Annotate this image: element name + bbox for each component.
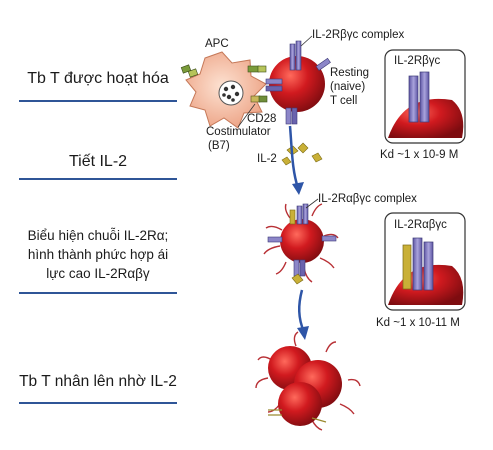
flow-arrow-2	[298, 289, 306, 333]
b7-label: (B7)	[208, 140, 230, 152]
costimulator-label: Costimulator	[206, 126, 271, 138]
step-text: Tiết IL-2	[68, 153, 128, 170]
inset-il2r-abg	[384, 212, 466, 311]
inset-il2r-bg	[384, 49, 466, 144]
il2r-bg-complex-label: IL-2Rβγc complex	[312, 29, 405, 41]
step-activated-t-cell: Tb T được hoạt hóa	[19, 64, 177, 102]
naive-label: (naive)	[330, 81, 365, 93]
inset2-kd: Kd ~1 x 10-11 M	[376, 317, 460, 329]
proliferating-t-cells	[255, 331, 361, 431]
apc-label: APC	[205, 38, 229, 50]
step-underline	[19, 178, 177, 180]
step-express-il2ra: Biểu hiện chuỗi IL-2Rα; hình thành phức …	[19, 226, 177, 294]
step-proliferation: Tb T nhân lên nhờ IL-2	[19, 368, 177, 404]
il2-molecules	[281, 142, 323, 166]
cd28-label: CD28	[247, 113, 276, 125]
complex2-pointer-line	[305, 198, 319, 209]
apc-cell	[180, 51, 268, 129]
inset1-title: IL-2Rβγc	[394, 55, 440, 67]
step-text: Tb T nhân lên nhờ IL-2	[19, 373, 177, 390]
resting-t-cell	[265, 40, 331, 125]
flow-arrow-2-head	[297, 326, 309, 340]
b7-pointer-line	[237, 103, 256, 128]
inset2-title: IL-2Rαβγc	[394, 219, 447, 231]
il2-label: IL-2	[257, 153, 277, 165]
il2r-abg-complex-label: IL-2Rαβγc complex	[318, 193, 417, 205]
flow-arrow-1	[288, 125, 300, 189]
complex-pointer-line	[300, 35, 313, 47]
step-underline	[19, 402, 177, 404]
activated-t-cell	[263, 203, 339, 285]
step-underline	[19, 292, 177, 294]
flow-arrow-1-head	[292, 182, 304, 195]
step-secrete-il2: Tiết IL-2	[19, 150, 177, 180]
step-underline	[19, 100, 177, 102]
step-text: Biểu hiện chuỗi IL-2Rα; hình thành phức …	[27, 228, 169, 281]
t-cell-label: T cell	[330, 95, 357, 107]
step-text: Tb T được hoạt hóa	[27, 70, 169, 87]
resting-label: Resting	[330, 67, 369, 79]
inset1-kd: Kd ~1 x 10-9 M	[380, 149, 458, 161]
